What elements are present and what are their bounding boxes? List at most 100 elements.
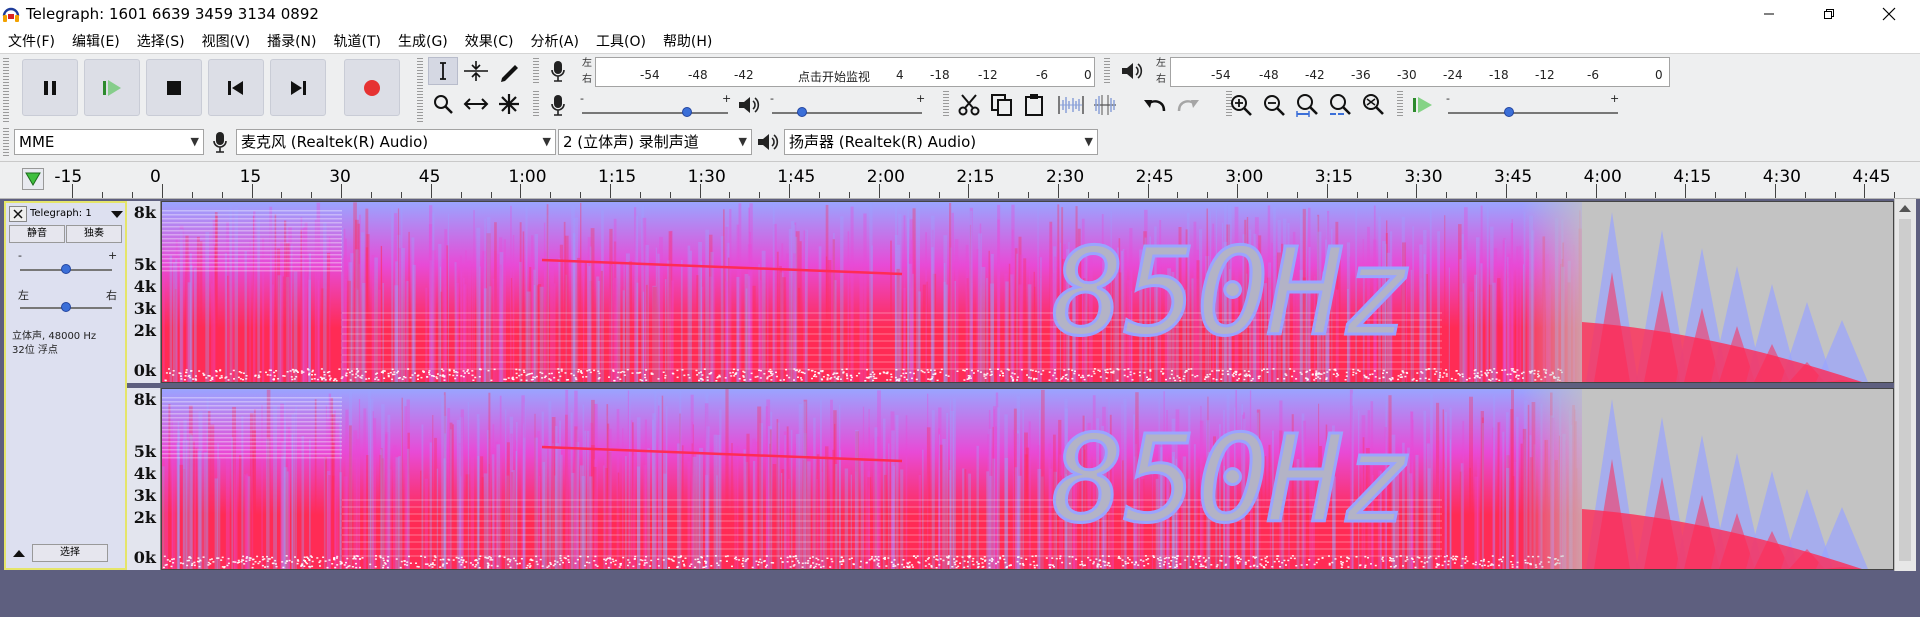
menu-file[interactable]: 文件(F) bbox=[8, 33, 55, 50]
silence-audio-button[interactable] bbox=[1090, 91, 1120, 119]
skip-to-start-button[interactable] bbox=[208, 59, 264, 116]
draw-tool-button[interactable] bbox=[494, 57, 524, 85]
freq-label: 8k bbox=[133, 390, 156, 409]
menu-edit[interactable]: 编辑(E) bbox=[71, 33, 120, 50]
playback-volume-slider[interactable] bbox=[772, 112, 922, 114]
menu-generate[interactable]: 生成(G) bbox=[397, 33, 448, 50]
pan-thumb[interactable] bbox=[61, 302, 71, 312]
mute-button[interactable]: 静音 bbox=[9, 225, 65, 243]
toolbar-grip[interactable] bbox=[943, 91, 949, 118]
maximize-button[interactable] bbox=[1806, 0, 1852, 28]
envelope-tool-button[interactable] bbox=[461, 57, 491, 85]
timeline-minor-tick bbox=[400, 192, 402, 198]
select-track-button[interactable]: 选择 bbox=[32, 544, 108, 562]
play-speed-minus: - bbox=[1446, 92, 1450, 105]
multi-tool-button[interactable] bbox=[494, 90, 524, 118]
audio-host-select[interactable]: MME ▼ bbox=[14, 129, 204, 155]
menu-analyze[interactable]: 分析(A) bbox=[530, 33, 579, 50]
redo-button[interactable] bbox=[1173, 91, 1203, 119]
solo-button[interactable]: 独奏 bbox=[66, 225, 122, 243]
output-device-icon bbox=[756, 129, 780, 155]
zoom-tool-button[interactable] bbox=[428, 90, 458, 118]
timeline-minor-tick bbox=[311, 192, 313, 198]
skip-to-end-button[interactable] bbox=[270, 59, 326, 116]
toolbar-grip[interactable] bbox=[1226, 91, 1232, 118]
copy-button[interactable] bbox=[987, 91, 1017, 119]
zoom-toggle-icon bbox=[1363, 94, 1384, 115]
playback-meter-button[interactable] bbox=[1118, 58, 1146, 84]
timeline-minor-tick bbox=[490, 192, 492, 198]
playback-meter-tick: -30 bbox=[1397, 68, 1417, 82]
menu-transport[interactable]: 播录(N) bbox=[267, 33, 317, 50]
track-menu-chevron-icon[interactable] bbox=[110, 206, 124, 222]
toolbar-grip[interactable] bbox=[417, 58, 423, 122]
input-channels-select[interactable]: 2 (立体声) 录制声道 ▼ bbox=[558, 129, 752, 155]
record-button[interactable] bbox=[344, 59, 400, 116]
toolbar-grip[interactable] bbox=[1104, 58, 1110, 85]
timeline-minor-tick bbox=[102, 192, 104, 198]
zoom-out-button[interactable] bbox=[1259, 91, 1289, 119]
record-volume-slider[interactable] bbox=[582, 112, 728, 114]
menu-help[interactable]: 帮助(H) bbox=[662, 33, 713, 50]
fit-project-button[interactable] bbox=[1325, 91, 1355, 119]
record-meter[interactable]: -54 -48 -42 点击开始监视 4 -18 -12 -6 0 bbox=[595, 57, 1095, 87]
fit-selection-button[interactable] bbox=[1292, 91, 1322, 119]
play-speed-thumb[interactable] bbox=[1504, 107, 1515, 117]
time-shift-tool-icon bbox=[463, 98, 489, 110]
track-name[interactable]: Telegraph: 1 bbox=[30, 208, 92, 219]
close-button[interactable] bbox=[1866, 0, 1912, 28]
paste-button[interactable] bbox=[1020, 91, 1050, 119]
pause-button[interactable] bbox=[22, 59, 78, 116]
vertical-scrollbar[interactable] bbox=[1894, 199, 1916, 571]
scroll-up-icon[interactable] bbox=[1899, 205, 1911, 212]
trim-audio-button[interactable] bbox=[1056, 91, 1086, 119]
spectrogram-left-channel[interactable]: 850Hz bbox=[161, 201, 1894, 383]
empty-track-space[interactable] bbox=[0, 571, 1920, 617]
zoom-toggle-button[interactable] bbox=[1358, 91, 1388, 119]
timeline-tick-label: 30 bbox=[329, 167, 351, 187]
play-speed-slider[interactable] bbox=[1448, 112, 1618, 114]
menu-select[interactable]: 选择(S) bbox=[136, 33, 185, 50]
playback-meter[interactable]: -54 -48 -42 -36 -30 -24 -18 -12 -6 0 bbox=[1170, 57, 1670, 87]
gain-thumb[interactable] bbox=[61, 264, 71, 274]
output-device-select[interactable]: 扬声器 (Realtek(R) Audio) ▼ bbox=[784, 129, 1098, 155]
menu-tools[interactable]: 工具(O) bbox=[595, 33, 646, 50]
selection-tool-button[interactable] bbox=[428, 57, 458, 85]
stop-button[interactable] bbox=[146, 59, 202, 116]
input-device-select[interactable]: 麦克风 (Realtek(R) Audio) ▼ bbox=[236, 129, 556, 155]
frequency-scale-left-channel: 8k 5k 4k 3k 2k 0k bbox=[127, 201, 161, 383]
timeline-tick bbox=[1147, 184, 1149, 198]
timeline-tick bbox=[1506, 184, 1507, 198]
toolbar-grip[interactable] bbox=[533, 58, 539, 85]
play-button[interactable] bbox=[84, 59, 140, 116]
timeline-minor-tick bbox=[1028, 192, 1030, 198]
time-shift-tool-button[interactable] bbox=[461, 90, 491, 118]
zoom-in-button[interactable] bbox=[1226, 91, 1256, 119]
play-head-icon[interactable] bbox=[22, 168, 44, 190]
cut-button[interactable] bbox=[954, 91, 984, 119]
close-track-button[interactable] bbox=[9, 206, 27, 222]
pan-left-label: 左 bbox=[18, 289, 29, 302]
menu-view[interactable]: 视图(V) bbox=[201, 33, 251, 50]
undo-button[interactable] bbox=[1140, 91, 1170, 119]
timeline-ruler[interactable]: -15 0 15 30 45 1:00 1:15 1:30 1:45 2:00 2:15 2:30 2:… bbox=[0, 161, 1920, 199]
timeline-tick bbox=[1416, 184, 1418, 198]
minimize-button[interactable] bbox=[1746, 0, 1792, 28]
toolbar-grip[interactable] bbox=[533, 91, 539, 118]
toolbar-grip[interactable] bbox=[3, 58, 9, 122]
toolbar-grip[interactable] bbox=[1397, 91, 1403, 118]
record-volume-thumb[interactable] bbox=[682, 107, 693, 117]
play-at-speed-button[interactable] bbox=[1408, 91, 1438, 119]
record-icon bbox=[364, 79, 380, 96]
collapse-track-icon[interactable] bbox=[12, 546, 26, 560]
record-meter-button[interactable] bbox=[545, 58, 571, 84]
timeline-minor-tick bbox=[819, 192, 821, 198]
toolbar-grip[interactable] bbox=[3, 128, 9, 156]
menu-effect[interactable]: 效果(C) bbox=[464, 33, 514, 50]
playback-volume-thumb[interactable] bbox=[797, 107, 807, 117]
spectrogram-right-channel[interactable]: 850Hz bbox=[161, 388, 1894, 570]
track-control-panel[interactable]: Telegraph: 1 静音 独奏 - + 左 右 立体声, 48000 Hz… bbox=[4, 201, 127, 570]
gain-minus: - bbox=[18, 249, 22, 262]
scrollbar-thumb[interactable] bbox=[1899, 219, 1911, 561]
menu-tracks[interactable]: 轨道(T) bbox=[333, 33, 381, 50]
